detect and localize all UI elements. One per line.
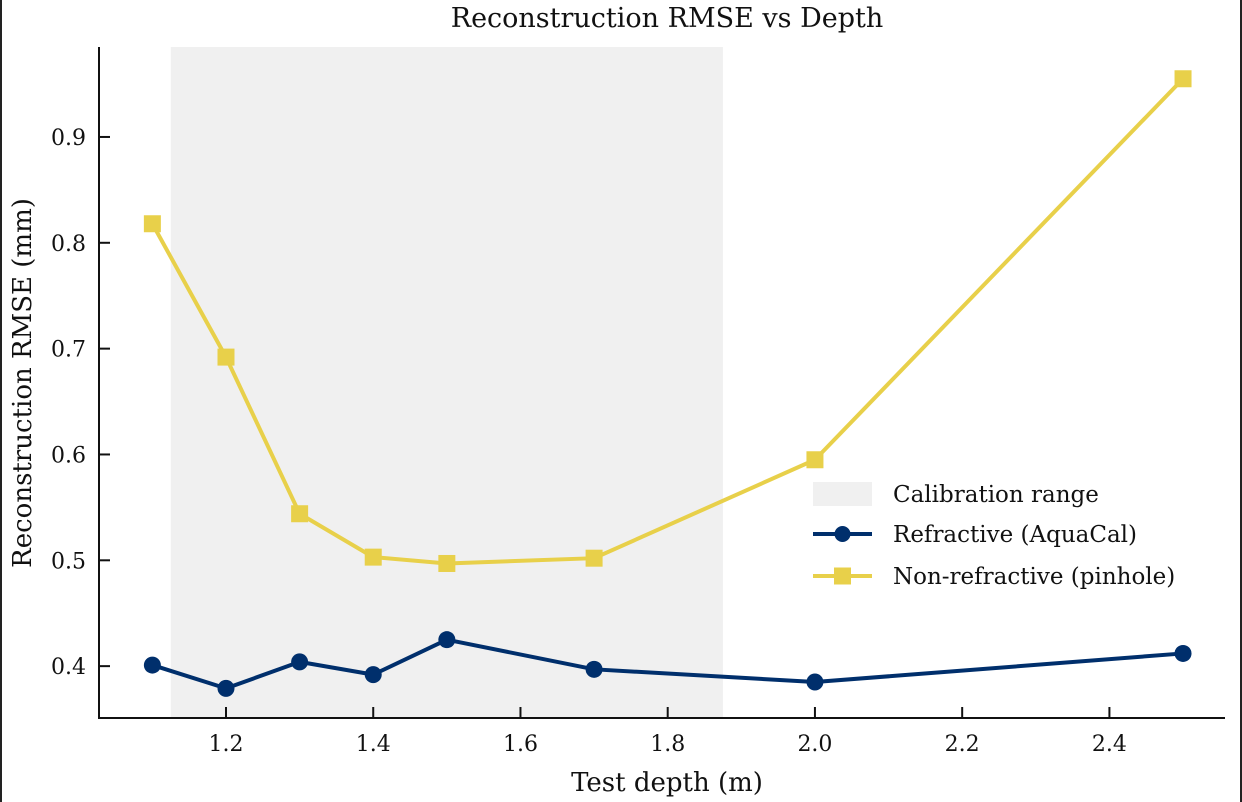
x-axis-label: Test depth (m) (571, 768, 763, 798)
data-point-refractive (438, 631, 456, 649)
data-point-refractive (585, 660, 603, 678)
series-line-pinhole (150, 77, 1185, 566)
x-tick-label: 2.4 (1092, 732, 1127, 757)
x-tick-label: 1.8 (650, 732, 685, 757)
legend-marker-refractive (834, 526, 851, 542)
data-point-pinhole (217, 348, 235, 366)
x-tick-label: 2.2 (945, 732, 980, 757)
x-tick-label: 2.0 (797, 732, 832, 757)
x-tick-label: 1.6 (503, 732, 538, 757)
y-tick-label: 0.5 (51, 549, 86, 574)
data-point-refractive (806, 673, 824, 691)
series-layer (143, 70, 1192, 697)
x-ticks: 1.2 1.4 1.6 1.8 2.0 2.2 2.4 (208, 707, 1127, 757)
data-point-refractive (143, 656, 161, 674)
data-point-pinhole (585, 549, 603, 567)
data-point-pinhole (364, 548, 382, 566)
calibration-range-shade (170, 47, 723, 718)
data-point-pinhole (291, 505, 309, 523)
y-tick-label: 0.9 (51, 126, 86, 151)
legend-label-pinhole: Non-refractive (pinhole) (893, 564, 1175, 590)
data-point-pinhole (143, 215, 161, 233)
data-point-pinhole (806, 451, 824, 469)
data-point-refractive (364, 666, 382, 684)
data-point-refractive (291, 653, 309, 671)
data-point-refractive (217, 679, 235, 697)
legend: Calibration range Refractive (AquaCal) N… (813, 482, 1175, 590)
legend-label-calibration-range: Calibration range (893, 482, 1099, 508)
x-tick-label: 1.2 (208, 732, 243, 757)
y-axis-label: Reconstruction RMSE (mm) (8, 198, 38, 568)
y-tick-label: 0.7 (51, 338, 86, 363)
y-tick-label: 0.8 (51, 232, 86, 257)
y-tick-label: 0.6 (51, 443, 86, 468)
legend-marker-pinhole (834, 567, 851, 585)
x-tick-label: 1.4 (356, 732, 391, 757)
legend-label-refractive: Refractive (AquaCal) (893, 522, 1137, 548)
legend-swatch-calibration-range (813, 482, 872, 506)
series-line-refractive (151, 637, 1184, 691)
y-tick-label: 0.4 (51, 655, 86, 680)
y-ticks: 0.4 0.5 0.6 0.7 0.8 0.9 (51, 126, 110, 680)
data-point-pinhole (438, 554, 456, 572)
data-point-pinhole (1174, 70, 1192, 88)
data-point-refractive (1174, 644, 1192, 662)
chart-title: Reconstruction RMSE vs Depth (451, 3, 884, 34)
